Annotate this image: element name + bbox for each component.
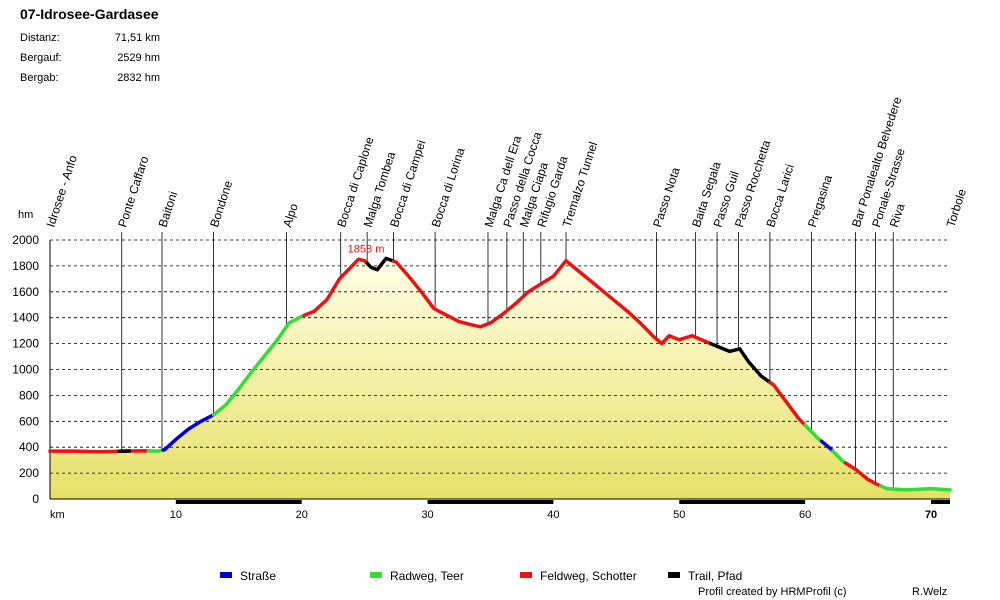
- waypoint-label: Pregasina: [805, 173, 835, 229]
- waypoint-label: Bondone: [207, 179, 235, 229]
- y-tick-label: 1200: [12, 337, 39, 351]
- legend-swatch-trail: [668, 572, 680, 578]
- distance-label: Distanz:: [20, 32, 60, 44]
- distance-value: 71,51 km: [114, 32, 160, 44]
- author-text: R.Welz: [912, 586, 948, 598]
- y-tick-label: 800: [19, 388, 39, 402]
- profile-segment-cycle: [146, 448, 166, 453]
- ascent-label: Bergauf:: [20, 52, 62, 64]
- descent-value: 2832 hm: [117, 72, 160, 84]
- waypoint-label: Passo Nota: [650, 165, 683, 229]
- x-scale-bar: [175, 500, 302, 504]
- profile-segment-cycle: [803, 423, 824, 443]
- ascent-value: 2529 hm: [117, 52, 160, 64]
- x-tick-label: 20: [296, 509, 308, 521]
- y-tick-label: 1000: [12, 363, 39, 377]
- waypoint-label: Baitoni: [156, 190, 181, 229]
- waypoint-label: Bocca di Lorina: [429, 146, 468, 229]
- x-tick-label: 60: [799, 509, 811, 521]
- profile-segment-gravel: [843, 461, 883, 488]
- x-scale-bar: [427, 500, 554, 504]
- y-axis-label: hm: [18, 209, 33, 221]
- x-scale-bar: [679, 500, 806, 504]
- profile-segment-cycle: [878, 484, 952, 492]
- max-elevation-label: 1858 m: [348, 243, 385, 255]
- y-tick-label: 200: [19, 466, 39, 480]
- y-tick-label: 2000: [12, 233, 39, 247]
- profile-segment-gravel: [48, 449, 150, 454]
- legend-label-road: Straße: [240, 569, 276, 583]
- profile-segment-cycle: [211, 313, 306, 417]
- y-tick-label: 600: [19, 414, 39, 428]
- x-tick-label: 70: [925, 509, 937, 521]
- credit-text: Profil created by HRMProfil (c): [698, 586, 847, 598]
- x-tick-label: 30: [421, 509, 433, 521]
- profile-segment-trail: [708, 341, 772, 385]
- profile-segment-gravel: [302, 257, 369, 318]
- chart-title: 07-Idrosee-Gardasee: [20, 6, 159, 22]
- x-tick-label: 50: [673, 509, 685, 521]
- profile-segment-road: [161, 413, 216, 452]
- waypoint-label: Tremalzo Tunnel: [560, 140, 601, 229]
- x-axis-label: km: [50, 509, 65, 521]
- y-tick-label: 0: [32, 492, 39, 506]
- descent-label: Bergab:: [20, 72, 59, 84]
- waypoint-label: Torbole: [944, 187, 970, 229]
- profile-segment-gravel: [391, 258, 713, 346]
- profile-segment-gravel: [768, 380, 807, 427]
- y-tick-label: 1800: [12, 259, 39, 273]
- legend-swatch-road: [220, 572, 232, 578]
- y-tick-label: 400: [19, 440, 39, 454]
- waypoint-label: Ponte Caffaro: [115, 154, 151, 229]
- legend-swatch-gravel: [520, 572, 532, 578]
- legend-label-trail: Trail, Pfad: [688, 569, 742, 583]
- profile-segment-trail: [365, 256, 396, 272]
- x-scale-bar: [930, 500, 950, 504]
- waypoint-label: Idrosee - Anfo: [44, 153, 81, 229]
- profile-area: [50, 258, 950, 499]
- legend-label-cycle: Radweg, Teer: [390, 569, 464, 583]
- waypoint-label: Bocca di Campei: [387, 138, 428, 229]
- x-tick-label: 40: [547, 509, 559, 521]
- waypoint-label: Bocca Larici: [763, 162, 797, 229]
- waypoint-label: Alpo: [280, 201, 301, 228]
- legend-label-gravel: Feldweg, Schotter: [540, 569, 637, 583]
- x-tick-label: 10: [170, 509, 182, 521]
- legend-swatch-cycle: [370, 572, 382, 578]
- y-tick-label: 1600: [12, 285, 39, 299]
- y-tick-label: 1400: [12, 311, 39, 325]
